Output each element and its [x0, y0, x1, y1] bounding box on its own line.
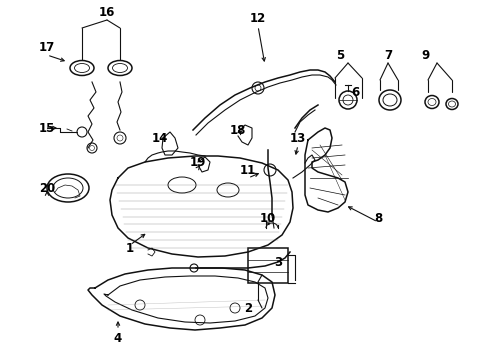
Text: 7: 7 [384, 49, 392, 62]
Bar [248, 248, 288, 283]
Text: 12: 12 [250, 12, 266, 24]
Text: 6: 6 [351, 86, 359, 99]
Text: 11: 11 [240, 163, 256, 176]
Text: 4: 4 [114, 332, 122, 345]
Text: 16: 16 [99, 5, 115, 18]
Text: 19: 19 [190, 156, 206, 168]
Text: 5: 5 [336, 49, 344, 62]
Text: 13: 13 [290, 131, 306, 144]
Text: 10: 10 [260, 212, 276, 225]
Text: 18: 18 [230, 123, 246, 136]
Text: 15: 15 [39, 122, 55, 135]
Text: 17: 17 [39, 41, 55, 54]
Text: 14: 14 [152, 131, 168, 144]
Text: 3: 3 [274, 256, 282, 269]
Text: 20: 20 [39, 181, 55, 194]
Text: 2: 2 [244, 302, 252, 315]
Text: 1: 1 [126, 242, 134, 255]
Text: 8: 8 [374, 212, 382, 225]
Text: 9: 9 [421, 49, 429, 62]
